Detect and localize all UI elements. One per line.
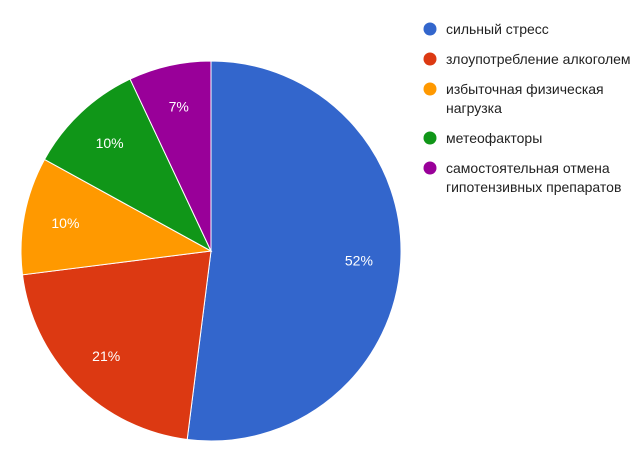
legend-item: избыточная физическая нагрузка <box>423 81 604 116</box>
slice-value-label: 52% <box>345 252 373 268</box>
legend-label: самостоятельная отмена <box>446 160 610 176</box>
slice-labels: 52% 21% 10% 10% 7% <box>51 98 373 363</box>
legend-label: метеофакторы <box>446 130 542 146</box>
legend-item: метеофакторы <box>423 130 542 146</box>
legend-label: избыточная физическая <box>446 81 604 97</box>
pie-slice-2 <box>20 158 213 276</box>
pie-slice-1 <box>21 250 212 441</box>
legend-label: гипотензивных препаратов <box>446 179 621 195</box>
legend-label: нагрузка <box>446 100 502 116</box>
legend: сильный стресс злоупотребление алкоголем и… <box>423 21 631 195</box>
legend-swatch <box>423 161 437 175</box>
slice-value-label: 10% <box>96 135 124 151</box>
legend-swatch <box>423 82 437 96</box>
legend-item: злоупотребление алкоголем <box>423 51 631 67</box>
legend-item: сильный стресс <box>423 21 549 37</box>
legend-item: самостоятельная отмена гипотензивных преп… <box>423 160 621 195</box>
slice-value-label: 7% <box>169 98 189 114</box>
legend-label: злоупотребление алкоголем <box>446 51 631 67</box>
slice-value-label: 21% <box>92 348 120 364</box>
pie-slice-4 <box>129 60 212 252</box>
pie-slices <box>20 60 402 442</box>
legend-swatch <box>423 52 437 66</box>
legend-swatch <box>423 22 437 36</box>
legend-swatch <box>423 131 437 145</box>
pie-slice-3 <box>43 78 213 253</box>
legend-label: сильный стресс <box>446 21 549 37</box>
slice-value-label: 10% <box>51 215 79 231</box>
pie-slice-0 <box>186 60 402 442</box>
